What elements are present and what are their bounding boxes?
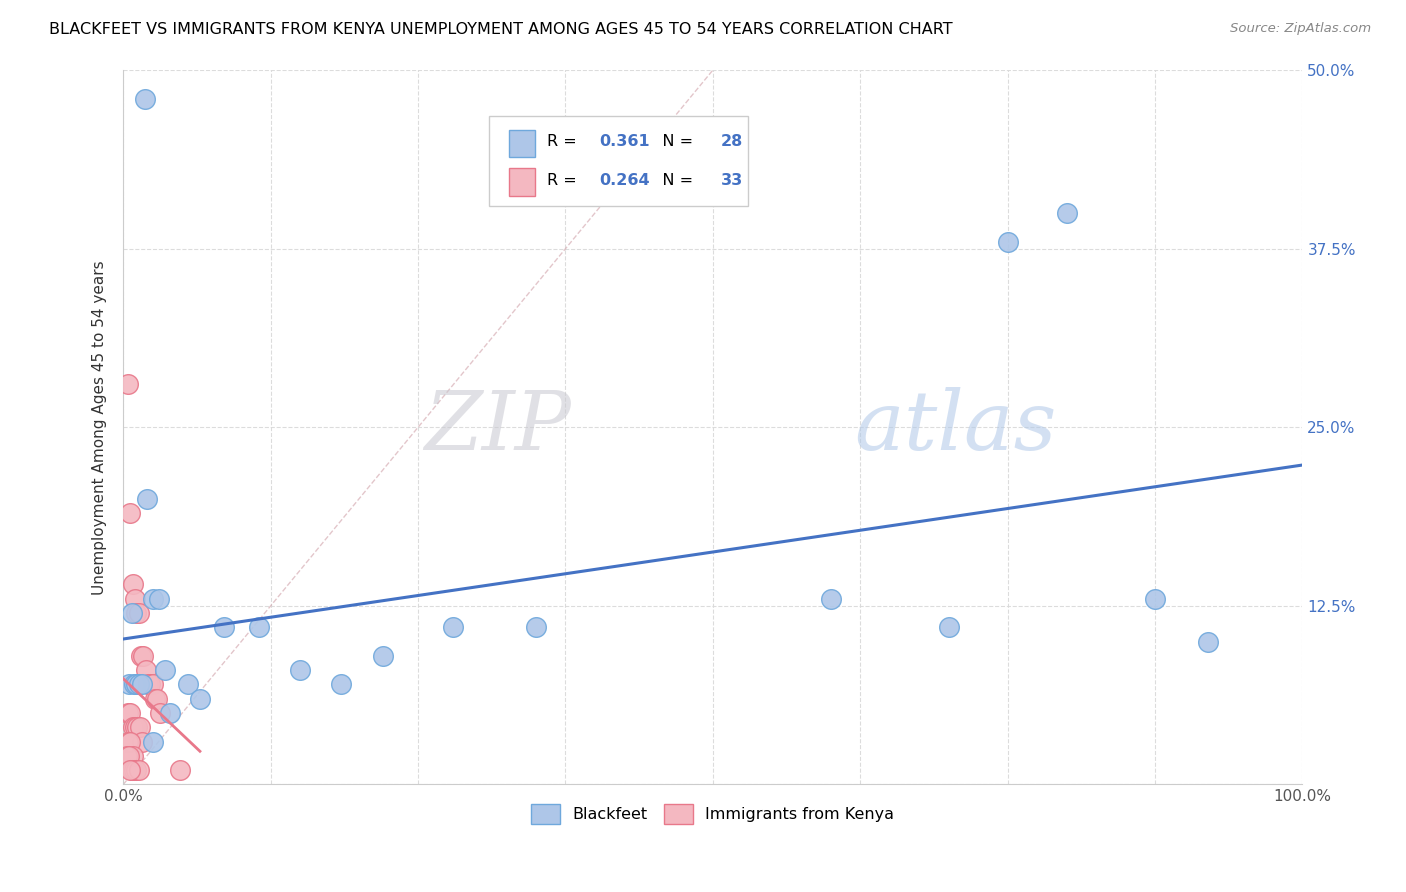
Point: [1056, 206, 1078, 220]
Text: Source: ZipAtlas.com: Source: ZipAtlas.com: [1230, 22, 1371, 36]
Point: [128, 677, 150, 691]
Point: [148, 591, 170, 606]
Point: [1197, 634, 1219, 648]
Point: [146, 691, 169, 706]
Point: [122, 763, 145, 777]
Point: [118, 748, 141, 763]
Point: [121, 606, 143, 620]
Bar: [509, 169, 534, 195]
Point: [120, 506, 142, 520]
Point: [330, 677, 353, 691]
Point: [117, 734, 139, 748]
Text: N =: N =: [647, 173, 699, 188]
Point: [139, 677, 162, 691]
Legend: Blackfeet, Immigrants from Kenya: Blackfeet, Immigrants from Kenya: [524, 797, 901, 830]
Point: [122, 677, 145, 691]
Text: N =: N =: [647, 134, 699, 149]
FancyBboxPatch shape: [489, 117, 748, 206]
Point: [128, 606, 150, 620]
Point: [117, 706, 139, 720]
Text: 0.361: 0.361: [600, 134, 651, 149]
Point: [288, 663, 311, 677]
Point: [127, 720, 149, 734]
Point: [120, 763, 142, 777]
Y-axis label: Unemployment Among Ages 45 to 54 years: Unemployment Among Ages 45 to 54 years: [93, 260, 107, 595]
Point: [135, 491, 157, 506]
Point: [131, 677, 153, 691]
Point: [121, 763, 143, 777]
Point: [159, 706, 181, 720]
Point: [121, 577, 143, 591]
Point: [134, 92, 156, 106]
Text: atlas: atlas: [855, 387, 1057, 467]
Point: [169, 763, 191, 777]
Point: [247, 620, 270, 634]
Point: [125, 763, 148, 777]
Point: [820, 591, 842, 606]
Point: [997, 235, 1019, 249]
Point: [129, 648, 152, 663]
Point: [153, 663, 176, 677]
Point: [124, 720, 146, 734]
Point: [118, 677, 141, 691]
Point: [142, 677, 165, 691]
Point: [132, 648, 155, 663]
Point: [131, 734, 153, 748]
Point: [136, 677, 159, 691]
Point: [177, 677, 200, 691]
Text: BLACKFEET VS IMMIGRANTS FROM KENYA UNEMPLOYMENT AMONG AGES 45 TO 54 YEARS CORREL: BLACKFEET VS IMMIGRANTS FROM KENYA UNEMP…: [49, 22, 953, 37]
Point: [120, 734, 142, 748]
Text: 28: 28: [721, 134, 744, 149]
Point: [121, 748, 143, 763]
Text: R =: R =: [547, 173, 582, 188]
Point: [142, 734, 165, 748]
Point: [212, 620, 235, 634]
Point: [1144, 591, 1167, 606]
Text: 0.264: 0.264: [600, 173, 651, 188]
Point: [143, 691, 166, 706]
Point: [125, 677, 148, 691]
Point: [121, 720, 143, 734]
Point: [135, 663, 157, 677]
Point: [524, 620, 547, 634]
Point: [128, 720, 150, 734]
Point: [128, 763, 150, 777]
Point: [149, 706, 172, 720]
Point: [371, 648, 394, 663]
Point: [120, 706, 142, 720]
Point: [188, 691, 211, 706]
Point: [125, 606, 148, 620]
Point: [124, 591, 146, 606]
Text: R =: R =: [547, 134, 582, 149]
Point: [115, 748, 138, 763]
Point: [117, 377, 139, 392]
Text: 33: 33: [721, 173, 744, 188]
Point: [443, 620, 465, 634]
Bar: [509, 130, 534, 157]
Text: ZIP: ZIP: [425, 387, 571, 467]
Point: [938, 620, 960, 634]
Point: [142, 591, 165, 606]
